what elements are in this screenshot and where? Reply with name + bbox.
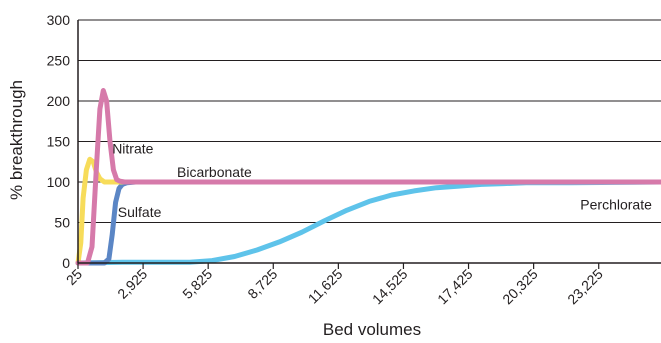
- x-tick-label: 11,625: [305, 266, 346, 307]
- series-label-bicarbonate: Bicarbonate: [177, 164, 252, 180]
- series-label-sulfate: Sulfate: [118, 204, 162, 220]
- y-tick-label: 150: [47, 134, 71, 150]
- x-tick-label: 17,425: [434, 266, 476, 308]
- series-label-nitrate: Nitrate: [112, 141, 153, 157]
- x-tick-label: 20,325: [499, 266, 541, 308]
- y-axis-title: % breakthrough: [7, 80, 26, 200]
- series-labels: Nitrate Bicarbonate Sulfate Perchlorate: [112, 141, 652, 220]
- axes: [77, 20, 661, 269]
- x-axis-title: Bed volumes: [323, 320, 421, 339]
- y-tick-label: 300: [47, 12, 71, 28]
- series-label-perchlorate: Perchlorate: [580, 197, 652, 213]
- y-tick-label: 250: [47, 53, 71, 69]
- series-line-bicarbonate: [75, 156, 661, 266]
- gridlines: [78, 19, 661, 223]
- x-tick-label: 8,725: [244, 266, 280, 302]
- series-line-nitrate: [75, 88, 661, 266]
- plot-area: [75, 88, 661, 266]
- x-tick-label: 14,525: [369, 266, 411, 308]
- y-tick-label: 0: [62, 255, 70, 271]
- y-tick-label: 200: [47, 93, 71, 109]
- x-tick-label: 5,825: [179, 266, 215, 302]
- y-tick-label: 100: [47, 174, 71, 190]
- y-tick-label: 50: [54, 215, 70, 231]
- x-tick-label: 2,925: [114, 266, 150, 302]
- x-tick-label: 23,225: [564, 266, 606, 308]
